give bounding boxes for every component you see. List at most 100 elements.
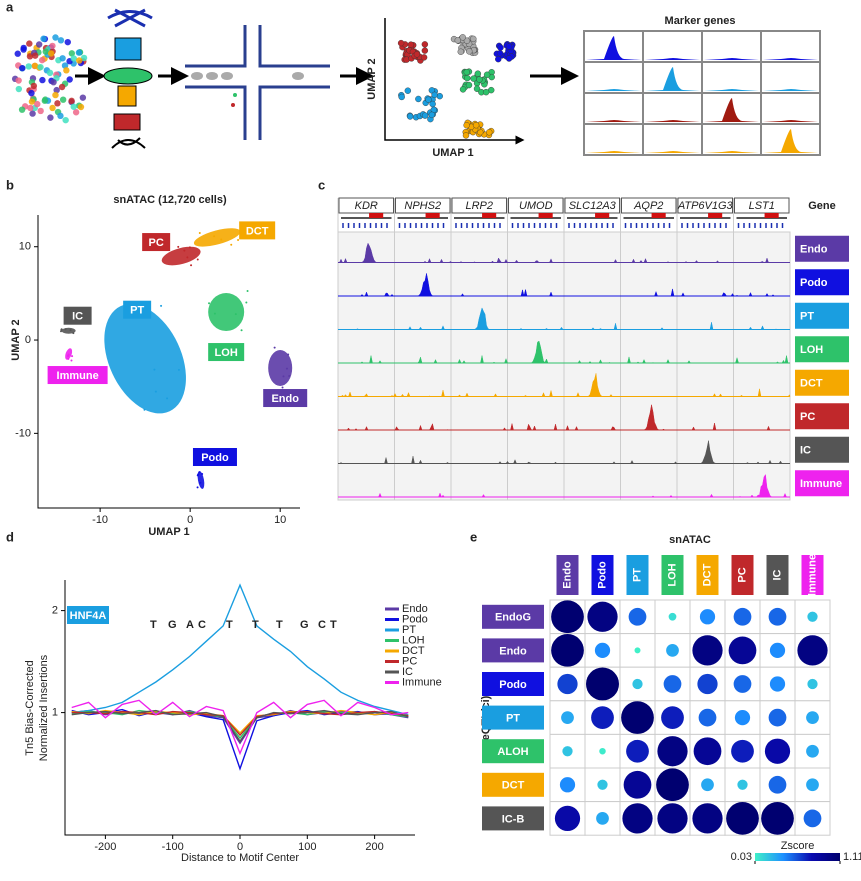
cell-dot [177, 245, 180, 248]
nucleus-dot [59, 55, 66, 62]
row-label-box [482, 772, 544, 797]
cell-dot [188, 246, 191, 249]
nucleus-dot [26, 53, 34, 60]
dot [726, 802, 759, 835]
nucleus-dot [70, 103, 77, 110]
cell-dot [70, 359, 73, 362]
cell-icon [117, 85, 137, 107]
nucleus-dot [25, 63, 32, 70]
grid-cell [701, 61, 762, 94]
cluster-label-box [123, 300, 152, 319]
marker-peak [704, 98, 759, 122]
nucleus-dot [40, 35, 47, 42]
dot [693, 737, 722, 766]
umap-dot [431, 91, 438, 99]
y-tick-label: 1 [52, 707, 58, 719]
marker-peak [586, 120, 641, 122]
x-axis-label: Distance to Motif Center [181, 852, 299, 864]
nucleus-dot [38, 56, 46, 64]
row-label: Podo [499, 679, 527, 691]
nucleus-dot [26, 40, 33, 47]
umap-dot [470, 75, 477, 82]
cell-dot [201, 472, 204, 475]
column-label-box [556, 555, 579, 595]
cell-dot [213, 235, 216, 238]
row-label: ALOH [497, 746, 528, 758]
marker-peak [645, 58, 700, 60]
track-signal [338, 307, 790, 330]
dot [597, 779, 608, 790]
marker-peak [763, 129, 818, 153]
dot [663, 675, 682, 693]
column-label: LOH [666, 563, 678, 586]
axis-label: UMAP 2 [366, 58, 378, 99]
grid-cell [583, 61, 644, 94]
grid-cell [701, 123, 762, 156]
nucleus-dot [68, 50, 76, 57]
column-label-box [626, 555, 649, 595]
umap-dot [463, 122, 470, 129]
dot [554, 805, 581, 832]
track-label-box [795, 269, 849, 296]
dot [657, 736, 688, 767]
cell-dot [245, 301, 248, 304]
column-label-box [801, 555, 824, 595]
nucleus-dot [39, 76, 46, 84]
panel-label: d [6, 529, 14, 544]
dot [768, 607, 787, 626]
cluster-label: Immune [57, 370, 99, 382]
dot [768, 708, 787, 727]
nucleus-dot [42, 48, 49, 55]
umap-dot [459, 86, 467, 93]
gene-box [734, 197, 790, 214]
track-label: PT [800, 311, 814, 323]
umap-dot [473, 85, 481, 92]
dot [769, 642, 786, 659]
colorbar [755, 853, 840, 861]
nucleus-dot [18, 106, 26, 113]
legend-label: Podo [402, 613, 428, 625]
umap-dot [415, 95, 422, 103]
nucleus-dot [66, 76, 73, 83]
umap-dot [420, 54, 428, 61]
gene-name: NPHS2 [404, 200, 441, 212]
nucleus-dot [19, 64, 26, 72]
cell-dot [240, 329, 243, 332]
gene-box [564, 197, 620, 214]
track-label-box [795, 235, 849, 262]
marker-peak [645, 151, 700, 153]
umap-dot [463, 37, 471, 44]
track-label: Immune [800, 478, 842, 490]
umap-dot [483, 71, 491, 78]
bead [233, 93, 237, 97]
gene-name: SLC12A3 [569, 200, 617, 212]
marker-peak [763, 58, 818, 60]
cluster-label-box [208, 343, 245, 362]
umap-dot [454, 37, 462, 44]
dot [797, 635, 828, 666]
gene-box [338, 197, 394, 214]
dot [551, 634, 584, 667]
cell-dot [183, 249, 186, 252]
dot [806, 744, 819, 758]
gene-box [395, 197, 451, 214]
matrix-title: snATAC [669, 534, 711, 546]
grid-cell [583, 92, 644, 125]
umap-dot [464, 74, 471, 82]
marker-peak [704, 89, 759, 91]
motif-letter: C [198, 619, 206, 631]
dot [586, 667, 619, 701]
cell-dot [273, 346, 276, 349]
column-label: Immune [806, 554, 818, 596]
dot [768, 775, 787, 794]
column-label-box [661, 555, 684, 595]
cell-dot [67, 357, 70, 360]
cell-dot [281, 386, 284, 389]
dot [596, 812, 609, 825]
cluster-label-box [263, 389, 308, 408]
dot [656, 768, 689, 802]
column-label: Endo [561, 561, 573, 589]
umap-dot [457, 48, 464, 55]
nucleus-dot [52, 34, 59, 41]
nucleus-dot [37, 63, 44, 71]
